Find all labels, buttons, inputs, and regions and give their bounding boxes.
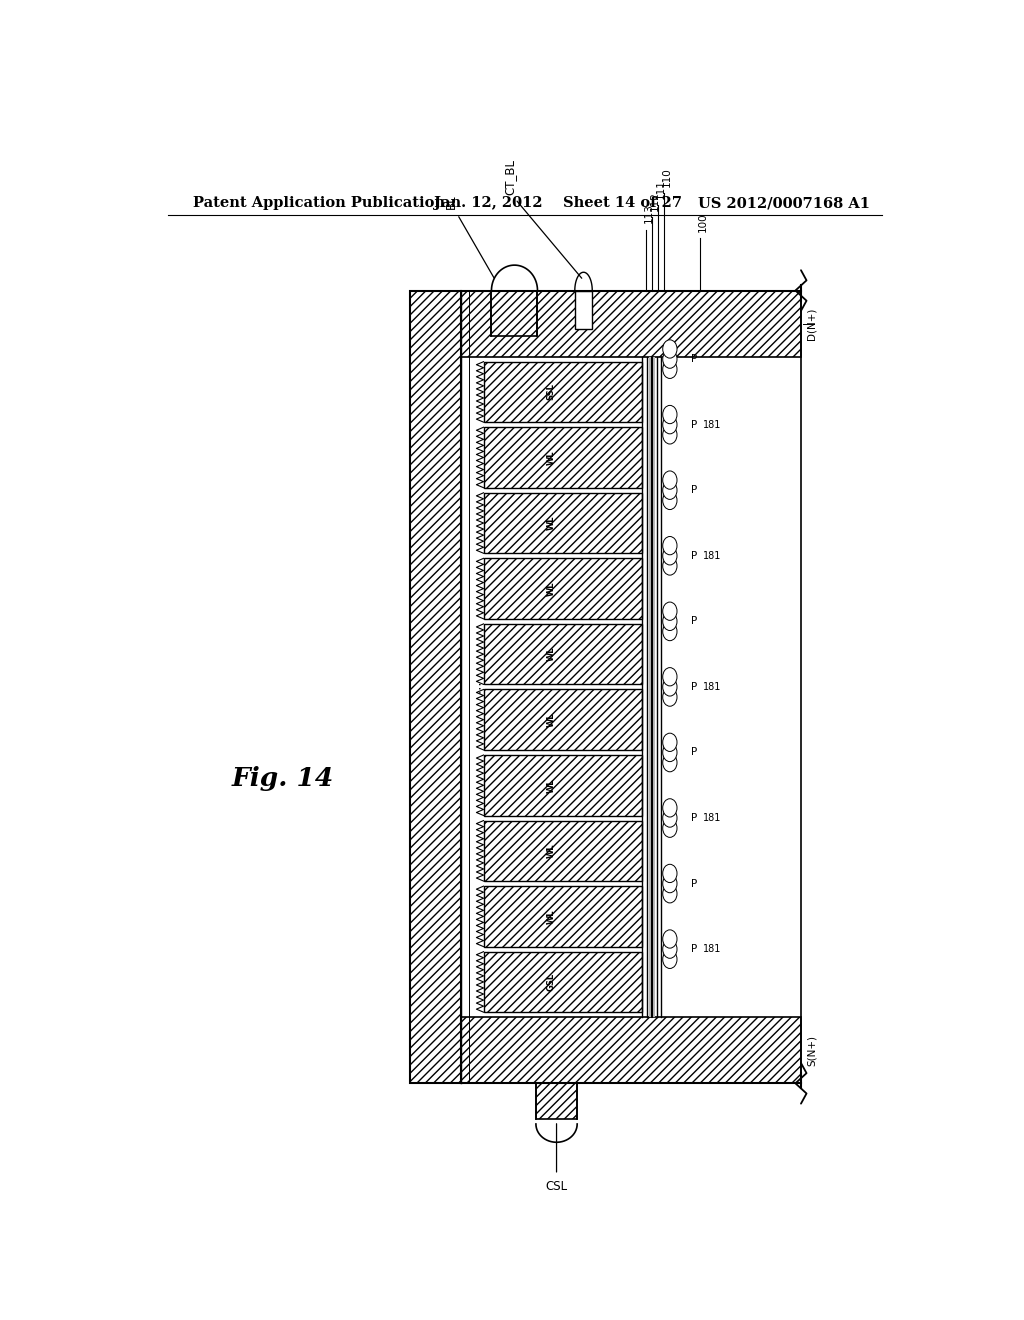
Text: 112: 112 [649,191,659,211]
Text: WL: WL [547,777,555,792]
Bar [574,290,592,329]
Bar [483,952,642,1012]
Text: Patent Application Publication: Patent Application Publication [194,195,445,210]
Text: SSL: SSL [547,384,555,400]
Text: WL: WL [547,516,555,531]
Circle shape [663,688,677,706]
Bar [483,492,642,553]
Text: P: P [691,747,697,758]
Text: P: P [691,879,697,888]
Bar [461,1018,801,1084]
Circle shape [663,950,677,969]
Circle shape [663,809,677,828]
Circle shape [663,557,677,576]
Circle shape [663,416,677,434]
Text: WL: WL [547,713,555,727]
Circle shape [663,865,677,883]
Text: CT_BL: CT_BL [503,158,516,195]
Bar [410,290,461,1084]
Circle shape [663,602,677,620]
Circle shape [663,884,677,903]
Text: S(N+): S(N+) [807,1035,816,1065]
Text: Jan. 12, 2012: Jan. 12, 2012 [433,195,542,210]
Text: Sheet 14 of 27: Sheet 14 of 27 [563,195,682,210]
Circle shape [663,491,677,510]
Bar [483,755,642,816]
Polygon shape [648,356,655,1018]
Text: 110: 110 [663,168,672,187]
Text: P: P [691,813,697,824]
Circle shape [663,623,677,640]
Circle shape [663,799,677,817]
Bar [483,362,642,422]
Bar [536,1084,578,1119]
Text: GSL: GSL [547,973,555,991]
Circle shape [663,546,677,565]
Text: WL: WL [547,909,555,924]
Text: P: P [691,354,697,364]
Bar [483,428,642,487]
Bar [492,290,538,337]
Circle shape [663,818,677,837]
Bar [483,886,642,946]
Text: CSL: CSL [546,1180,567,1193]
Text: Fig. 14: Fig. 14 [231,766,334,791]
Bar [483,558,642,619]
Text: BL: BL [445,194,459,210]
Text: US 2012/0007168 A1: US 2012/0007168 A1 [697,195,869,210]
Text: 181: 181 [703,813,722,824]
Circle shape [663,754,677,772]
Text: WL: WL [547,450,555,465]
Text: P: P [691,616,697,627]
Text: P: P [691,550,697,561]
Text: P: P [691,944,697,954]
Bar [483,821,642,880]
Circle shape [663,733,677,751]
Text: P: P [691,486,697,495]
Circle shape [663,940,677,958]
Text: P: P [691,420,697,430]
Text: 113: 113 [644,203,654,223]
Bar [461,290,801,356]
Bar [483,689,642,750]
Circle shape [663,350,677,368]
Text: 181: 181 [703,944,722,954]
Circle shape [663,360,677,379]
Circle shape [663,929,677,948]
Circle shape [663,668,677,686]
Text: 181: 181 [703,420,722,430]
Circle shape [663,677,677,696]
Text: ⋯: ⋯ [473,681,485,693]
Circle shape [663,471,677,490]
Circle shape [663,612,677,631]
Text: 100: 100 [697,213,708,231]
Bar [483,624,642,684]
Text: WL: WL [547,843,555,858]
Text: 111: 111 [655,180,666,199]
Circle shape [663,339,677,358]
Text: D(N+): D(N+) [807,308,816,339]
Circle shape [663,743,677,762]
Circle shape [663,874,677,892]
Circle shape [663,426,677,444]
Text: P: P [691,682,697,692]
Text: 181: 181 [703,682,722,692]
Text: WL: WL [547,647,555,661]
Text: 181: 181 [703,550,722,561]
Circle shape [663,405,677,424]
Circle shape [663,480,677,499]
Text: WL: WL [547,581,555,595]
Circle shape [663,536,677,554]
